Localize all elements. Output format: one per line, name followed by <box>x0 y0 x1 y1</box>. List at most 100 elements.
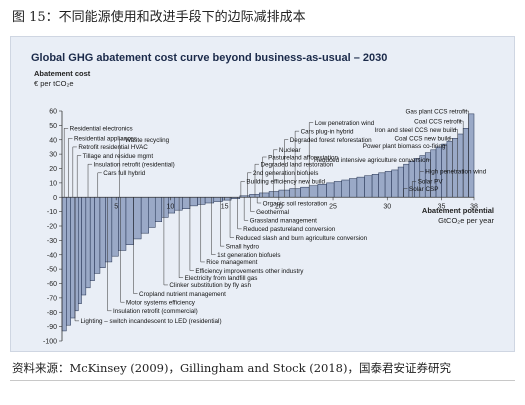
y-tick-label: -60 <box>47 281 57 288</box>
annotation-label-down-12: Motor systems efficiency <box>126 299 196 306</box>
y-tick-label: 40 <box>49 137 57 144</box>
bar-1 <box>66 197 71 326</box>
bar-37 <box>326 182 335 198</box>
x-tick-label: 38 <box>470 203 478 210</box>
bar-31 <box>268 191 280 198</box>
annotation-label-up-2: Retrofit residential HVAC <box>78 144 148 151</box>
annotation-label-up-6: Waste recycling <box>125 137 170 144</box>
bar-14 <box>133 197 142 240</box>
figure-caption: 图 15：不同能源使用和改进手段下的边际减排成本 <box>12 10 306 25</box>
x-tick-label: 10 <box>167 203 175 210</box>
annotation-label-up-10: Nuclear <box>279 147 301 154</box>
bar-35 <box>308 185 319 198</box>
bar-47 <box>397 166 404 198</box>
x-tick-label: 20 <box>275 203 283 210</box>
y-tick-label: -50 <box>47 267 57 274</box>
bar-44 <box>378 172 386 198</box>
bottom-rule <box>10 380 515 381</box>
bar-10 <box>105 197 113 263</box>
bar-9 <box>99 197 106 268</box>
y-tick-label: -100 <box>43 339 57 346</box>
y-tick-label: -70 <box>47 295 57 302</box>
annotation-label-down-4: Reduced slash and burn agriculture conve… <box>236 235 368 242</box>
annotation-label-up-4: Insulation retrofit (residential) <box>94 161 175 168</box>
annotation-label-down-1: Geothermal <box>256 209 289 216</box>
bar-42 <box>364 175 373 198</box>
bar-45 <box>384 171 392 198</box>
y-tick-label: -90 <box>47 324 57 331</box>
x-axis-label: Abatement potential <box>422 206 494 215</box>
bar-38 <box>333 181 342 198</box>
x-axis-unit: GtCO₂e per year <box>438 216 494 225</box>
y-axis-unit: € per tCO₂e <box>34 79 74 88</box>
bar-25 <box>213 197 223 202</box>
bar-30 <box>259 192 270 198</box>
annotation-label-up-11: Pastureland afforestation <box>268 154 338 161</box>
x-tick-label: 25 <box>329 203 337 210</box>
annotation-label-down-2: Grassland management <box>250 218 317 225</box>
bar-15 <box>140 197 149 234</box>
chart-title: Global GHG abatement cost curve beyond b… <box>31 52 388 64</box>
annotation-label-down-3: Reduced pastureland conversion <box>243 226 336 233</box>
annotations-group: Residential electronics Residential appli… <box>63 108 487 325</box>
bar-60 <box>468 113 475 198</box>
bar-17 <box>154 197 162 222</box>
y-tick-label: -10 <box>47 209 57 216</box>
annotation-label-down-5: Small hydro <box>226 243 260 250</box>
bar-7 <box>89 197 95 281</box>
x-tick-label: 5 <box>114 203 118 210</box>
annotation-label-up-0: Residential electronics <box>70 126 133 133</box>
bar-40 <box>349 178 358 198</box>
source-note: 资料来源：McKinsey (2009)，Gillingham and Stoc… <box>12 361 451 375</box>
y-tick-label: 10 <box>49 180 57 187</box>
bar-29 <box>249 194 260 198</box>
annotation-label-up-14: Building efficiency new build <box>246 179 325 186</box>
bar-8 <box>94 197 101 274</box>
annotation-label-down-7: Rice management <box>206 259 257 266</box>
bars-group <box>61 113 475 332</box>
bar-36 <box>317 184 327 198</box>
y-tick-label: -80 <box>47 310 57 317</box>
annotation-label-up-23: Solar CSP <box>409 186 438 193</box>
bar-20 <box>174 197 183 211</box>
bar-34 <box>300 186 310 198</box>
bar-39 <box>341 179 350 198</box>
bar-58 <box>457 133 464 198</box>
annotation-label-down-11: Cropland nutrient management <box>139 291 226 298</box>
annotation-label-up-12: Degraded land restoration <box>260 161 333 168</box>
annotation-label-down-6: 1st generation biofuels <box>217 252 280 259</box>
y-tick-label: 0 <box>53 195 57 202</box>
annotation-label-up-22: Solar PV <box>418 179 444 186</box>
annotation-label-up-5: Cars full hybrid <box>103 170 145 177</box>
annotation-label-down-10: Clinker substitution by fly ash <box>169 282 251 289</box>
bar-5 <box>81 197 87 296</box>
annotation-label-down-0: Organic soil restoration <box>263 200 328 207</box>
y-tick-label: 60 <box>49 109 57 116</box>
bar-46 <box>391 169 399 198</box>
annotation-label-down-9: Electricity from landfill gas <box>185 275 258 282</box>
annotation-label-up-17: Iron and steel CCS new build <box>375 127 457 134</box>
bar-43 <box>371 174 379 198</box>
bar-16 <box>148 197 156 228</box>
y-tick-label: 20 <box>49 166 57 173</box>
y-tick-label: 50 <box>49 123 57 130</box>
y-tick-label: -30 <box>47 238 57 245</box>
bar-23 <box>197 197 206 205</box>
bar-4 <box>78 197 82 304</box>
annotation-label-up-3: Tillage and residue mgmt <box>83 153 154 160</box>
bar-59 <box>462 128 469 198</box>
y-axis-label: Abatement cost <box>34 69 91 78</box>
annotation-label-up-18: Coal CCS new build <box>394 136 451 143</box>
y-tick-label: -40 <box>47 252 57 259</box>
bar-22 <box>189 197 198 207</box>
bar-12 <box>118 197 127 251</box>
y-tick-label: -20 <box>47 224 57 231</box>
bar-0 <box>61 197 67 332</box>
annotation-label-down-8: Efficiency improvements other industry <box>195 268 304 275</box>
x-tick-label: 15 <box>221 203 229 210</box>
y-tick-label: 30 <box>49 152 57 159</box>
bar-21 <box>182 197 191 209</box>
bar-6 <box>85 197 91 289</box>
bar-41 <box>356 176 365 198</box>
